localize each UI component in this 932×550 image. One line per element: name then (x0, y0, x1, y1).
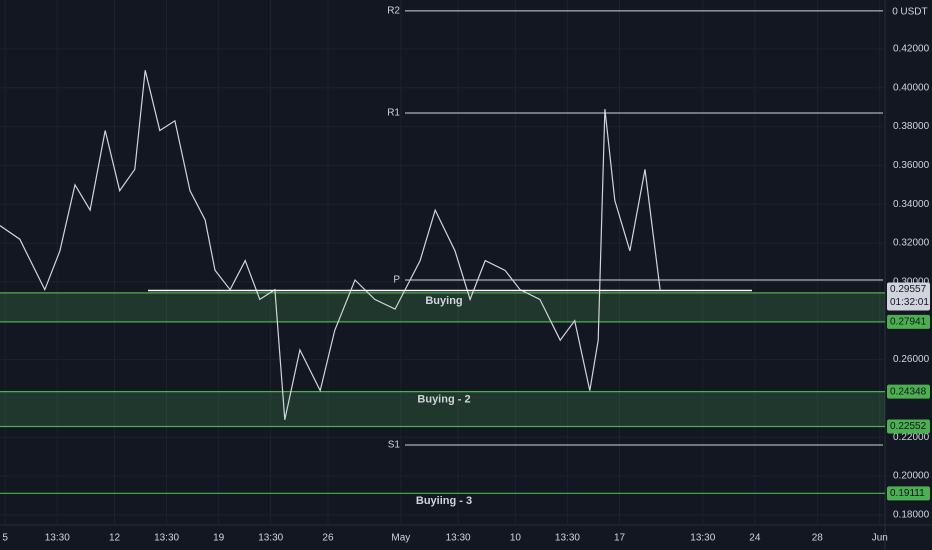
price-tag-label: 0.22552 (890, 421, 927, 432)
x-tick-label: 28 (812, 533, 824, 544)
price-tag-label: 0.19111 (890, 488, 925, 499)
x-tick-label: 12 (109, 533, 121, 544)
pivot-label: R1 (387, 108, 400, 119)
y-tick-label: 0.38000 (893, 121, 930, 132)
x-tick-label: Jun (872, 533, 888, 544)
pivot-label: S1 (388, 440, 401, 451)
y-tick-label: 0.32000 (893, 238, 930, 249)
x-tick-label: 13:30 (690, 533, 715, 544)
price-tag (887, 419, 930, 434)
price-tag (887, 486, 930, 501)
axis-unit: USDT (900, 7, 927, 18)
price-tag-label: 0.24348 (890, 386, 927, 397)
y-tick-label: 0.30000 (893, 277, 930, 288)
y-tick-label: 0.22000 (893, 432, 930, 443)
y-tick-label: 0.20000 (893, 471, 930, 482)
price-tag-label: 0.27941 (890, 317, 927, 328)
y-tick-label: 0.42000 (893, 44, 930, 55)
current-price: 0.29557 (890, 284, 927, 295)
x-tick-label: 19 (213, 533, 225, 544)
y-tick-label: 0.40000 (893, 82, 930, 93)
x-tick-label: 17 (614, 533, 626, 544)
zone-label: Buying - 2 (417, 394, 470, 406)
scale-label: 0 (892, 7, 898, 18)
x-tick-label: May (391, 533, 410, 544)
x-tick-label: 24 (749, 533, 761, 544)
x-tick-label: 13:30 (555, 533, 580, 544)
price-line (0, 70, 661, 420)
support-label: Buyiing - 3 (416, 495, 472, 507)
countdown: 01:32:01 (890, 297, 929, 308)
x-tick-label: 13:30 (45, 533, 70, 544)
zone-label: Buying (425, 295, 462, 307)
y-tick-label: 0.36000 (893, 160, 930, 171)
current-price-tag (887, 282, 930, 311)
x-tick-label: 13:30 (154, 533, 179, 544)
y-tick-label: 0.26000 (893, 354, 930, 365)
price-tag (887, 384, 930, 399)
buy-zone (0, 292, 885, 322)
x-tick-label: 26 (322, 533, 334, 544)
x-tick-label: 5 (2, 533, 8, 544)
pivot-label: R2 (387, 6, 400, 17)
pivot-label: P (393, 275, 400, 286)
y-tick-label: 0.18000 (893, 510, 930, 521)
price-tag (887, 314, 930, 329)
buy-zone (0, 391, 885, 427)
y-tick-label: 0.34000 (893, 199, 930, 210)
x-tick-label: 13:30 (258, 533, 283, 544)
x-tick-label: 10 (510, 533, 522, 544)
x-tick-label: 13:30 (446, 533, 471, 544)
